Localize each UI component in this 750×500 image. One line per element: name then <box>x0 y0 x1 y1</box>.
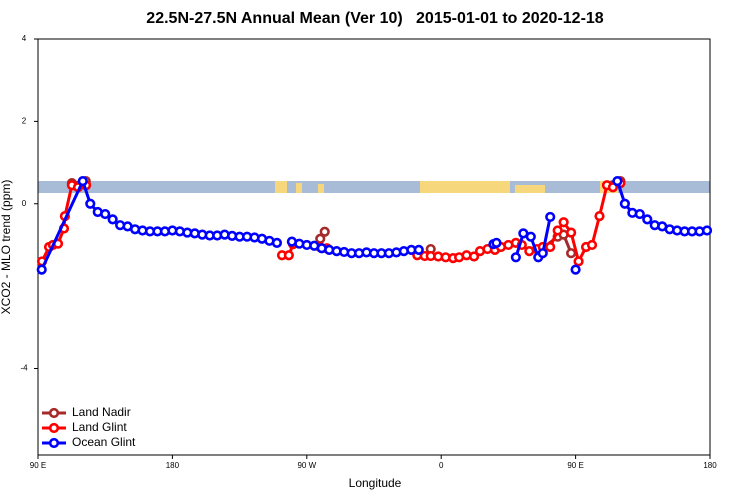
legend-label: Land Glint <box>72 420 127 434</box>
x-tick-label: 90 E <box>567 461 583 470</box>
y-tick-label: 4 <box>22 34 27 43</box>
data-point <box>271 237 283 248</box>
data-point <box>573 256 584 267</box>
data-point <box>510 252 521 263</box>
y-tick-label: 0 <box>22 199 27 208</box>
data-point <box>642 214 653 225</box>
data-point <box>701 225 713 236</box>
data-point <box>552 225 563 236</box>
chart-title: 22.5N-27.5N Annual Mean (Ver 10) 2015-01… <box>146 10 604 27</box>
data-point <box>545 241 556 253</box>
plot-frame <box>37 38 711 456</box>
data-point <box>525 231 536 242</box>
data-point <box>36 264 47 275</box>
land-strip <box>318 184 324 193</box>
data-point <box>100 208 111 220</box>
x-tick-label: 90 E <box>30 461 46 470</box>
y-tick-label: -4 <box>20 364 28 373</box>
legend-marker <box>48 407 60 419</box>
data-point <box>85 198 96 209</box>
legend-label: Land Nadir <box>72 405 131 419</box>
x-tick-label: 90 W <box>297 461 316 470</box>
x-tick-label: 0 <box>439 461 444 470</box>
data-point <box>283 250 294 261</box>
land-strip <box>515 185 545 193</box>
data-point <box>586 239 598 251</box>
y-axis-label: XCO2 - MLO trend (ppm) <box>0 180 13 315</box>
data-point <box>413 244 424 255</box>
data-point <box>558 217 569 228</box>
data-point <box>468 251 480 262</box>
data-point <box>566 227 577 238</box>
data-point <box>594 211 605 222</box>
data-point <box>634 208 645 220</box>
land-strip <box>296 183 302 193</box>
x-tick-label: 180 <box>703 461 717 470</box>
data-point <box>537 248 548 259</box>
legend-marker <box>48 437 60 449</box>
data-point <box>570 264 581 275</box>
data-point <box>545 211 556 223</box>
data-point <box>491 237 502 248</box>
map-strip <box>38 181 710 193</box>
data-point <box>566 248 577 259</box>
x-tick-label: 180 <box>166 461 180 470</box>
x-axis-label: Longitude <box>349 476 402 490</box>
y-tick-label: 2 <box>22 116 27 125</box>
land-strip <box>420 181 510 193</box>
data-point <box>107 214 118 225</box>
data-point <box>77 175 88 187</box>
data-point <box>612 175 623 187</box>
legend-label: Ocean Glint <box>72 435 136 449</box>
data-point <box>319 226 330 237</box>
legend-marker <box>48 422 60 434</box>
data-point <box>619 198 630 209</box>
land-strip <box>275 181 287 193</box>
